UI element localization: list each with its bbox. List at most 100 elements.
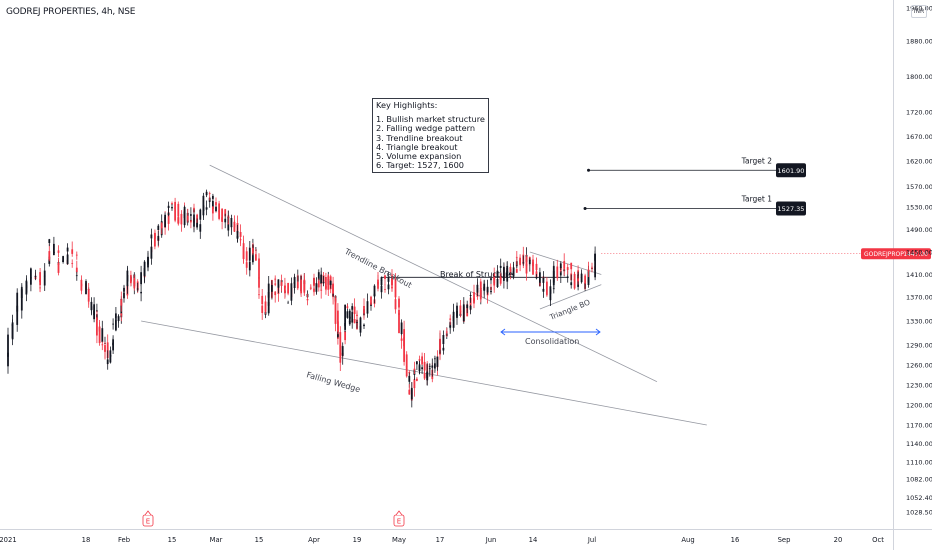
candle-body [499,277,502,280]
candle-body [230,218,233,228]
candle-body [327,275,330,290]
candle-body [199,209,202,220]
candle-body [87,289,90,298]
candle-body [218,203,220,213]
candle-body [542,277,545,283]
triangle-bo-label: Triangle BO [547,297,591,322]
candle-body [445,331,448,333]
candle-body [224,209,227,217]
candle-body [239,232,242,237]
candle-body [459,305,462,313]
candle-body [277,279,280,288]
candle-body [261,295,264,304]
candle-body [366,301,369,314]
candle-body [332,283,334,298]
price-tick-label: 1490.00 [906,226,932,234]
price-tick-label: 1370.00 [906,294,932,302]
candle-body [344,304,346,330]
candle-body [591,267,593,269]
candle-body [552,266,555,286]
falling-wedge-label: Falling Wedge [305,370,361,394]
candle-body [394,278,397,298]
target-price-box [776,163,806,178]
candle-body [123,287,125,292]
candle-body [120,299,123,306]
candle-body [442,335,445,345]
candle-body [199,224,202,232]
candle-body [66,254,69,265]
candle-body [193,214,195,227]
candle-body [559,270,562,276]
candle-body [587,269,590,272]
candle-body [30,268,32,285]
candle-body [556,269,559,279]
candle-series [7,189,596,408]
candle-body [140,291,142,294]
price-tick-label: 1530.00 [906,204,932,212]
candle-body [93,310,95,320]
candle-body [71,263,74,264]
candle-body [255,254,257,261]
candle-body [287,302,289,304]
candle-body [466,304,469,309]
candle-body [177,203,180,217]
time-tick-label: Oct [872,536,884,544]
candle-body [449,325,452,327]
candle-body [224,218,227,223]
price-tick-label: 1028.50 [906,509,932,517]
candle-body [317,280,320,288]
candle-body [167,205,170,208]
price-tick-label: 1230.00 [906,382,932,390]
candle-body [413,379,416,389]
time-tick-label: 20 [834,536,843,544]
candle-body [337,321,339,339]
candle-body [346,306,349,308]
candle-body [512,271,515,275]
highlight-item: 4. Triangle breakout [376,141,458,152]
candle-body [109,350,112,363]
candle-body [287,283,289,294]
price-tick-label: 1720.00 [906,109,932,117]
candle-body [322,282,325,283]
candle-body [337,334,339,337]
candle-body [150,234,153,239]
candle-body [212,200,214,209]
candle-body [490,278,492,281]
target-name-label: Target 2 [741,156,773,165]
target-price-box [776,201,806,216]
candle-body [442,347,445,351]
candle-body [456,305,458,317]
candle-body [434,363,436,366]
candle-body [566,267,569,270]
price-tick-label: 1140.00 [906,440,932,448]
candle-body [160,223,163,229]
candle-body [258,258,260,279]
candle-body [391,286,393,289]
price-tick-label: 1450.00 [906,249,932,257]
candle-body [380,277,383,286]
candle-body [236,236,239,239]
candle-body [563,261,566,269]
candle-body [284,285,286,288]
candle-body [359,317,362,330]
time-tick-label: Mar [210,536,223,544]
candle-body [190,214,192,216]
candle-body [290,283,293,301]
candle-body [400,338,403,341]
price-tick-label: 1960.00 [906,5,932,13]
candle-body [426,371,429,378]
target-price-label: 1527.35 [778,205,805,213]
candle-body [499,265,502,268]
falling-wedge-lower-line [141,320,707,426]
candle-body [296,282,299,289]
price-tick-label: 1052.40 [906,494,932,502]
candle-body [34,275,37,277]
candle-body [469,295,472,297]
candle-body [546,281,548,295]
candle-body [300,279,302,294]
candle-body [462,304,465,321]
currency-badge[interactable]: INR [911,5,927,18]
candle-body [267,302,270,306]
candle-body [408,389,411,395]
